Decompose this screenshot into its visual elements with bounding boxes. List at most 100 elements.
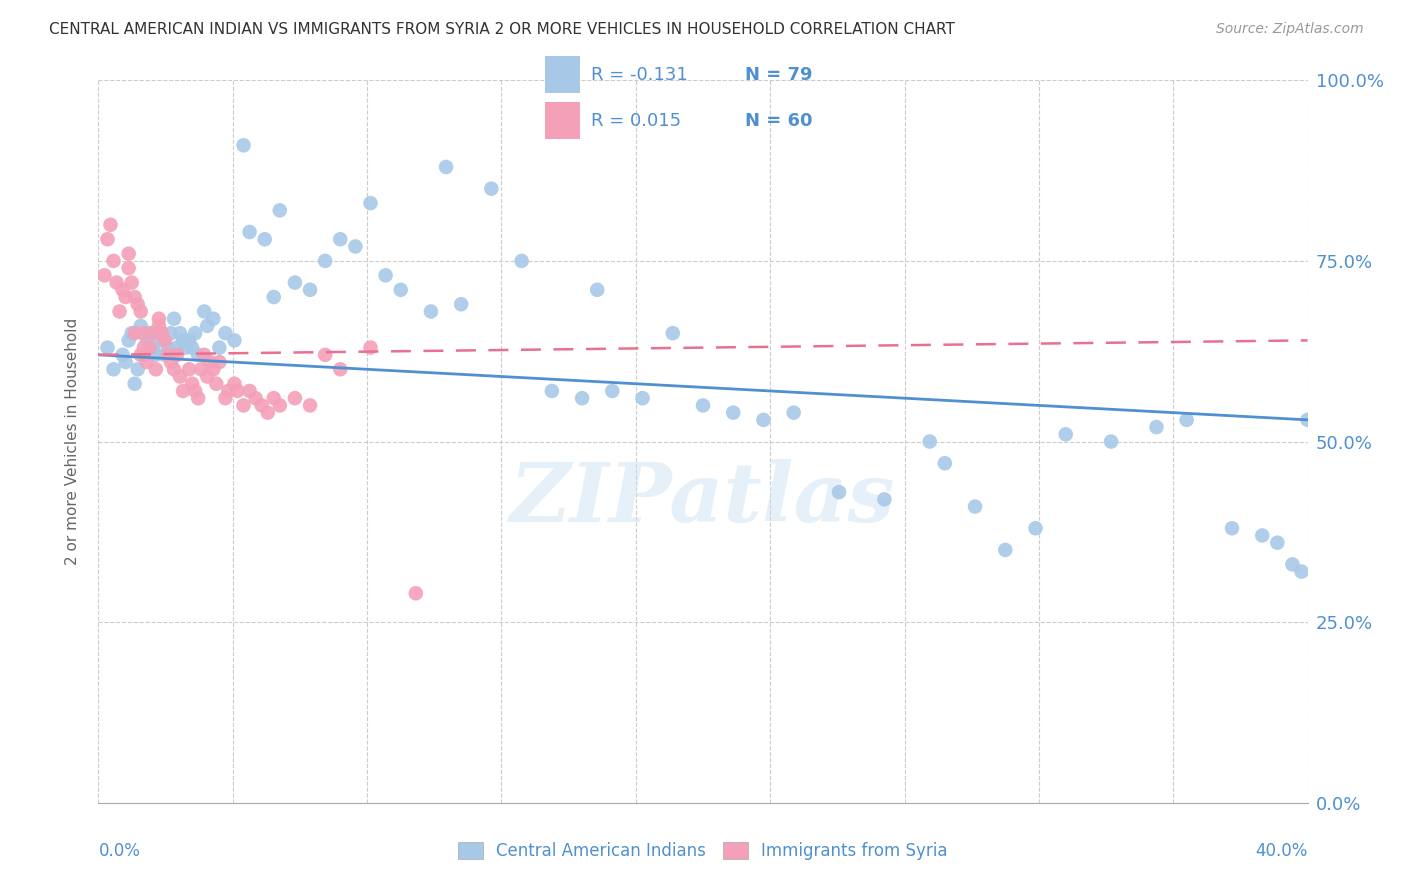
Point xyxy=(200,355,222,369)
Point xyxy=(299,283,322,297)
Point xyxy=(253,232,276,246)
Point xyxy=(132,341,155,355)
Point xyxy=(934,456,956,470)
Point xyxy=(135,334,157,348)
Point xyxy=(389,283,412,297)
Point xyxy=(172,384,194,398)
Point xyxy=(166,348,188,362)
Point xyxy=(224,334,246,348)
Point xyxy=(692,398,714,412)
Point xyxy=(1267,535,1289,549)
Point xyxy=(405,586,427,600)
Point xyxy=(250,398,273,412)
Text: R = -0.131: R = -0.131 xyxy=(591,66,688,84)
Point xyxy=(1281,558,1303,572)
Point xyxy=(153,334,176,348)
Point xyxy=(1251,528,1274,542)
Point xyxy=(163,362,186,376)
Text: R = 0.015: R = 0.015 xyxy=(591,112,681,129)
Point xyxy=(269,398,291,412)
Point xyxy=(179,334,201,348)
Point xyxy=(1024,521,1046,535)
Point xyxy=(142,326,165,341)
Point xyxy=(314,253,336,268)
Point xyxy=(153,348,176,362)
Point xyxy=(263,290,285,304)
Point xyxy=(111,348,134,362)
Point xyxy=(344,239,367,253)
Point xyxy=(631,391,654,405)
Point xyxy=(172,334,194,348)
Point xyxy=(181,376,204,391)
Point xyxy=(329,362,352,376)
Text: 0.0%: 0.0% xyxy=(98,842,141,860)
Point xyxy=(150,334,173,348)
Point xyxy=(450,297,472,311)
Point xyxy=(129,304,152,318)
Point xyxy=(1220,521,1243,535)
Point xyxy=(184,326,207,341)
Point xyxy=(105,276,128,290)
Point xyxy=(187,348,209,362)
Point xyxy=(187,391,209,405)
Point xyxy=(100,218,122,232)
Point xyxy=(994,542,1017,557)
Point xyxy=(108,304,131,318)
Legend: Central American Indians, Immigrants from Syria: Central American Indians, Immigrants fro… xyxy=(451,835,955,867)
Point xyxy=(195,369,218,384)
Text: N = 60: N = 60 xyxy=(745,112,813,129)
Point xyxy=(129,348,152,362)
Point xyxy=(127,362,149,376)
Point xyxy=(169,326,191,341)
Point xyxy=(510,253,533,268)
Point xyxy=(723,406,745,420)
Point xyxy=(118,246,141,260)
Point xyxy=(245,391,267,405)
Point xyxy=(299,398,322,412)
Point xyxy=(256,406,278,420)
Point xyxy=(434,160,457,174)
Point xyxy=(103,362,125,376)
Point xyxy=(205,376,228,391)
Point xyxy=(263,391,285,405)
Point xyxy=(232,398,254,412)
Point xyxy=(114,355,136,369)
Point xyxy=(374,268,396,283)
Point xyxy=(1296,413,1319,427)
Point xyxy=(1291,565,1313,579)
Point xyxy=(193,348,215,362)
Point xyxy=(132,326,155,341)
Point xyxy=(150,326,173,341)
Point xyxy=(190,362,212,376)
Point xyxy=(360,341,382,355)
Point xyxy=(127,297,149,311)
Point xyxy=(181,341,204,355)
Point xyxy=(93,268,115,283)
Point xyxy=(232,138,254,153)
Point xyxy=(139,326,162,341)
Point xyxy=(142,341,165,355)
Point xyxy=(163,311,186,326)
Point xyxy=(571,391,593,405)
Point xyxy=(160,355,183,369)
Point xyxy=(124,290,146,304)
Text: CENTRAL AMERICAN INDIAN VS IMMIGRANTS FROM SYRIA 2 OR MORE VEHICLES IN HOUSEHOLD: CENTRAL AMERICAN INDIAN VS IMMIGRANTS FR… xyxy=(49,22,955,37)
Point xyxy=(132,348,155,362)
Point xyxy=(239,225,262,239)
Point xyxy=(540,384,562,398)
Point xyxy=(121,326,143,341)
Point xyxy=(1175,413,1198,427)
Text: 40.0%: 40.0% xyxy=(1256,842,1308,860)
Point xyxy=(195,318,218,333)
Point xyxy=(169,369,191,384)
FancyBboxPatch shape xyxy=(544,103,581,139)
Point xyxy=(602,384,624,398)
Point xyxy=(214,326,236,341)
Point xyxy=(1146,420,1168,434)
Point xyxy=(129,318,152,333)
Text: Source: ZipAtlas.com: Source: ZipAtlas.com xyxy=(1216,22,1364,37)
Point xyxy=(1099,434,1122,449)
Point xyxy=(360,196,382,211)
Point xyxy=(174,341,197,355)
Point xyxy=(96,232,118,246)
